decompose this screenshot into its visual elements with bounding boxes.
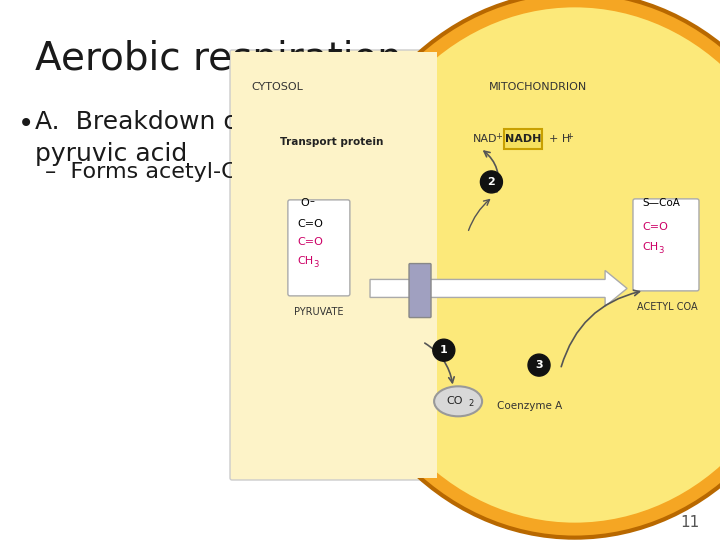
- Text: 1: 1: [440, 345, 448, 355]
- Text: CYTOSOL: CYTOSOL: [251, 82, 303, 92]
- FancyBboxPatch shape: [230, 50, 710, 480]
- Text: MITOCHONDRION: MITOCHONDRION: [489, 82, 588, 92]
- Text: 2: 2: [487, 177, 495, 187]
- Text: CH: CH: [297, 256, 313, 266]
- Circle shape: [480, 171, 503, 193]
- FancyBboxPatch shape: [409, 264, 431, 318]
- Text: S—CoA: S—CoA: [642, 198, 680, 208]
- Text: +: +: [567, 132, 573, 141]
- Text: Transport protein: Transport protein: [279, 137, 383, 147]
- Text: CO: CO: [447, 396, 464, 406]
- Text: NAD: NAD: [472, 134, 497, 144]
- FancyBboxPatch shape: [633, 199, 699, 291]
- Polygon shape: [370, 271, 627, 306]
- Text: 3: 3: [535, 360, 543, 370]
- Text: +: +: [495, 132, 503, 141]
- Text: PYRUVATE: PYRUVATE: [294, 307, 343, 317]
- Bar: [232, 52, 436, 478]
- Text: NADH: NADH: [505, 134, 541, 144]
- Ellipse shape: [434, 386, 482, 416]
- Text: C=O: C=O: [297, 219, 323, 229]
- FancyBboxPatch shape: [288, 200, 350, 296]
- Circle shape: [528, 354, 550, 376]
- Text: –  Forms acetyl-CoA: – Forms acetyl-CoA: [45, 162, 266, 182]
- Text: 2: 2: [468, 399, 473, 408]
- Text: Aerobic respiration: Aerobic respiration: [35, 40, 402, 78]
- Circle shape: [433, 339, 455, 361]
- Text: 11: 11: [680, 515, 700, 530]
- Text: CH: CH: [642, 242, 658, 252]
- Text: •: •: [18, 110, 35, 138]
- Ellipse shape: [327, 0, 720, 538]
- Text: A.  Breakdown of
pyruvic acid: A. Breakdown of pyruvic acid: [35, 110, 248, 166]
- FancyBboxPatch shape: [505, 129, 542, 150]
- Text: O: O: [300, 198, 309, 208]
- Text: ACETYL COA: ACETYL COA: [636, 302, 697, 312]
- Text: C=O: C=O: [297, 237, 323, 247]
- Text: C=O: C=O: [642, 222, 668, 232]
- Ellipse shape: [342, 8, 720, 523]
- Text: Coenzyme A: Coenzyme A: [497, 401, 562, 410]
- Text: 3: 3: [658, 246, 663, 255]
- Text: 3: 3: [313, 260, 318, 269]
- Text: –: –: [310, 196, 315, 206]
- Text: + H: + H: [549, 134, 571, 144]
